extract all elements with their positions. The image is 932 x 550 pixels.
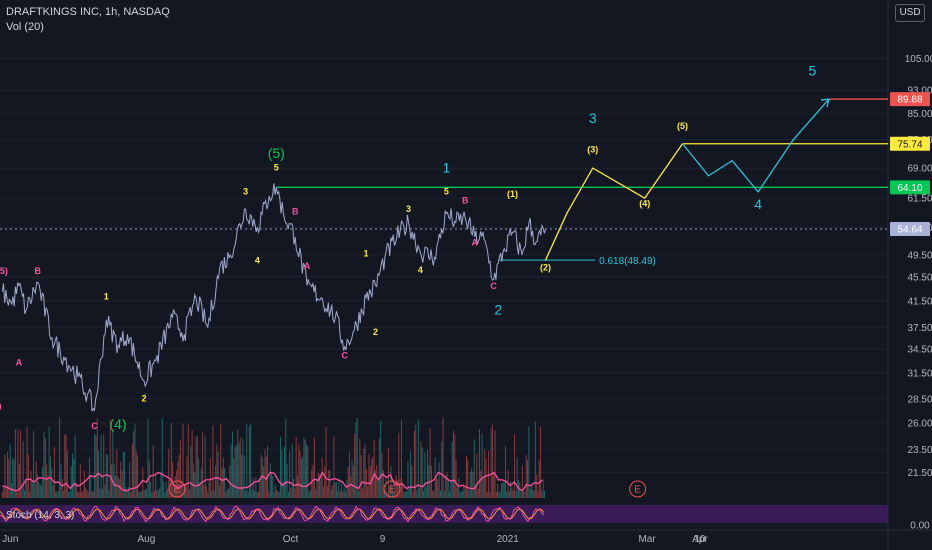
wave-label: (3): [587, 145, 598, 155]
wave-label: 5: [274, 162, 279, 172]
wave-label: 2: [373, 327, 378, 337]
wave-label: C: [490, 281, 497, 291]
level-badge: [890, 136, 930, 151]
level-badge: [890, 180, 930, 195]
wave-label: ): [0, 401, 2, 411]
wave-label: B: [35, 266, 42, 276]
wave-label: 3: [406, 204, 411, 214]
wave-label: B: [462, 195, 469, 205]
wave-label: C: [342, 350, 349, 360]
y-tick-label: 0.00: [910, 521, 930, 532]
wave-label: A: [471, 237, 478, 247]
y-tick-label: 34.50: [907, 345, 932, 356]
y-tick-label: 41.50: [907, 296, 932, 307]
wave-label: (4): [639, 198, 650, 208]
fib-level-label: 0.618(48.49): [599, 256, 656, 267]
y-tick-label: 85.00: [907, 109, 932, 120]
price-line: [1, 183, 547, 412]
y-tick-label: 23.50: [907, 445, 932, 456]
wave-label: 4: [418, 265, 423, 275]
wave-label: 5: [444, 186, 449, 196]
chart-title: DRAFTKINGS INC, 1h, NASDAQ: [6, 6, 170, 18]
x-tick-label: Aug: [138, 534, 156, 545]
wave-label: (4): [110, 416, 127, 432]
y-tick-label: 49.50: [907, 250, 932, 261]
level-badge: [890, 92, 930, 107]
wave-label: A: [16, 357, 23, 367]
x-tick-label: Mar: [638, 534, 656, 545]
wave-label: 1: [364, 248, 369, 258]
wave-label: (5): [0, 266, 8, 276]
wave-label: 4: [255, 255, 260, 265]
wave-label: A: [304, 261, 311, 271]
wave-label: 5: [809, 62, 817, 78]
wave-label: (2): [540, 263, 551, 273]
stoch-d-line: [0, 508, 545, 520]
currency-button[interactable]: USD: [895, 4, 925, 22]
projection-arrow-head: [820, 98, 830, 108]
level-badge-label: 54.64: [897, 225, 922, 236]
volume-ma-line: [2, 471, 543, 492]
y-tick-label: 61.50: [907, 194, 932, 205]
y-tick-label: 93.00: [907, 86, 932, 97]
y-tick-label: 31.50: [907, 368, 932, 379]
earnings-marker: [168, 480, 186, 498]
wave-label: (5): [677, 121, 688, 131]
y-tick-label: 69.00: [907, 164, 932, 175]
y-tick-label: 26.00: [907, 418, 932, 429]
wave-label: 3: [243, 186, 248, 196]
wave-label: 1: [442, 159, 450, 175]
wave-label: 4: [754, 196, 762, 212]
stoch-label: Stoch (14, 3, 3): [6, 510, 74, 521]
y-tick-label: 37.50: [907, 323, 932, 334]
level-badge-label: 64.10: [897, 183, 922, 194]
wave-label: 1: [104, 292, 109, 302]
earnings-marker: [629, 480, 647, 498]
volume-label: Vol (20): [6, 21, 44, 33]
x-tick-label: 2021: [497, 534, 520, 545]
x-tick-label: Apr: [692, 534, 708, 545]
wave-label: C: [91, 421, 98, 431]
level-badge-label: 75.74: [897, 139, 922, 150]
projection-minor-path: [544, 143, 684, 261]
wave-label: 3: [589, 110, 597, 126]
earnings-label: E: [389, 485, 396, 496]
y-tick-label: 45.50: [907, 272, 932, 283]
projection-major-path: [682, 98, 830, 193]
stoch-k-line: [0, 505, 545, 523]
y-tick-label: 21.50: [907, 468, 932, 479]
earnings-label: E: [174, 485, 181, 496]
earnings-marker: [383, 480, 401, 498]
y-tick-label: 28.50: [907, 394, 932, 405]
x-tick-label: Oct: [283, 534, 299, 545]
level-badge-label: 89.88: [897, 95, 922, 106]
wave-label: (1): [507, 189, 518, 199]
earnings-label: E: [634, 485, 641, 496]
wave-label: B: [292, 206, 299, 216]
x-tick-label: 9: [380, 534, 386, 545]
x-tick-label: 10: [694, 534, 706, 545]
x-tick-label: Jun: [2, 534, 18, 545]
y-tick-label: 105.00: [905, 54, 932, 65]
wave-label: 2: [142, 394, 147, 404]
wave-label: 2: [494, 301, 502, 317]
wave-label: (5): [268, 145, 285, 161]
level-badge: [890, 222, 930, 237]
